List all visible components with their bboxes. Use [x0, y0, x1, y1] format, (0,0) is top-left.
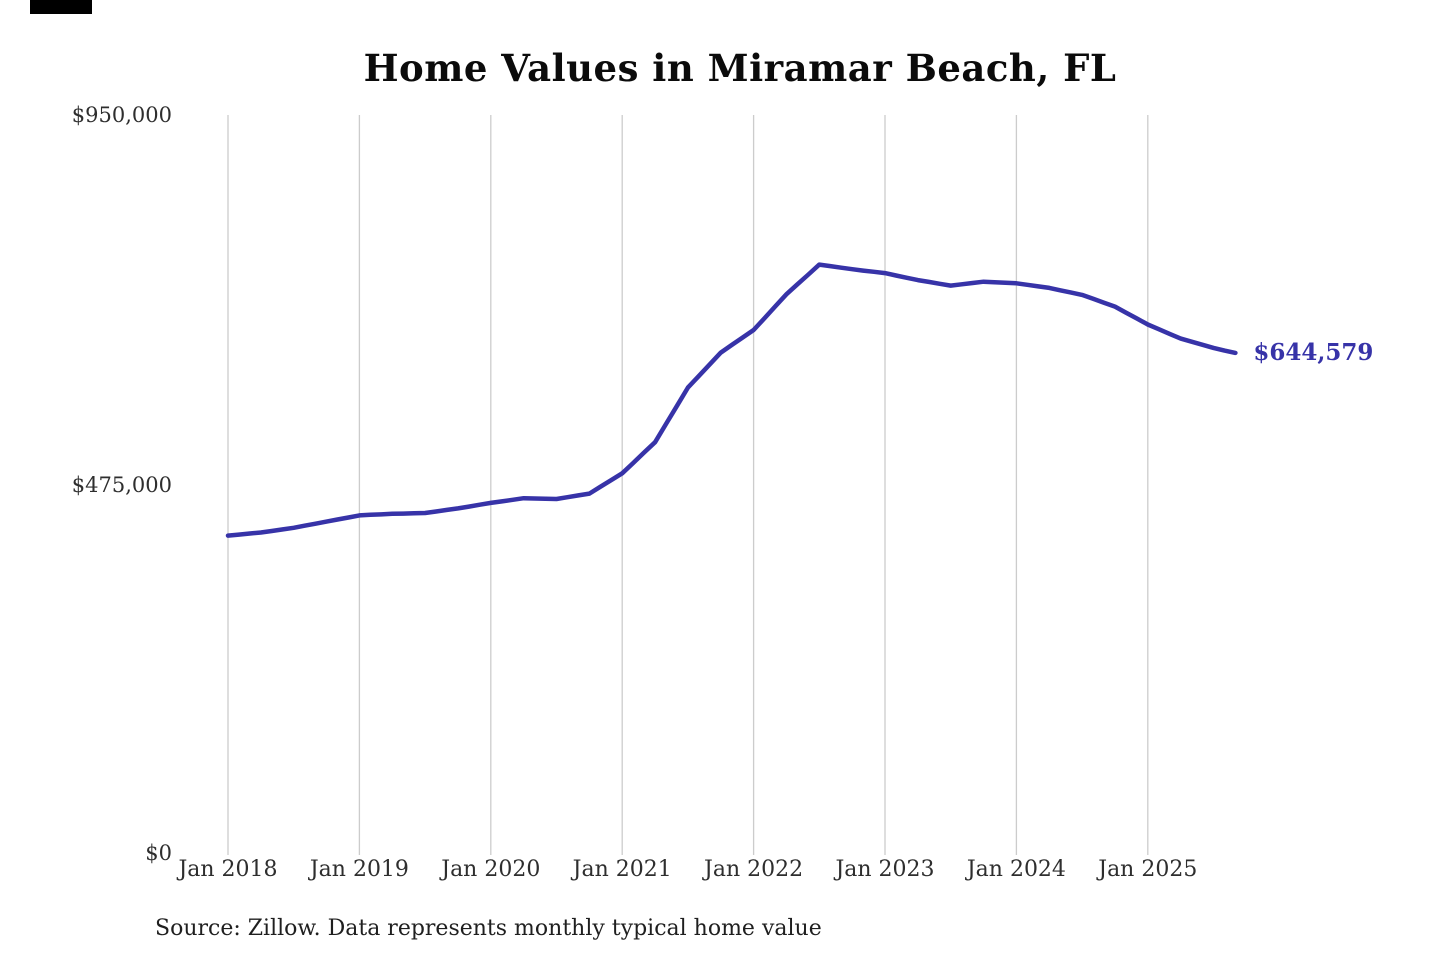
x-tick-label: Jan 2023 [835, 857, 935, 882]
x-tick-label: Jan 2022 [704, 857, 804, 882]
y-axis-label-0: $0 [145, 841, 172, 865]
latest-value-label: $644,579 [1253, 338, 1374, 366]
x-tick-label: Jan 2025 [1098, 857, 1198, 882]
x-tick-label: Jan 2018 [178, 857, 278, 882]
x-tick-label: Jan 2021 [572, 857, 672, 882]
x-tick-label: Jan 2024 [966, 857, 1066, 882]
source-caption: Source: Zillow. Data represents monthly … [155, 916, 822, 941]
y-axis-label-475000: $475,000 [71, 473, 172, 497]
x-tick-label: Jan 2019 [309, 857, 409, 882]
chart-title: Home Values in Miramar Beach, FL [363, 46, 1117, 90]
home-value-line [225, 262, 1238, 538]
y-axis-label-950000: $950,000 [71, 103, 172, 127]
x-tick-label: Jan 2020 [441, 857, 541, 882]
top-left-black-bar [30, 0, 92, 14]
